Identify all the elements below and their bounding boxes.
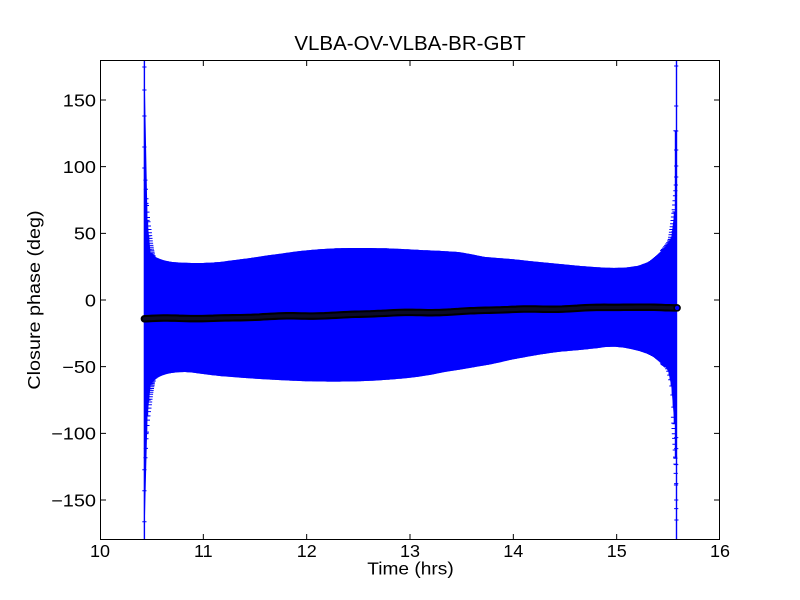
svg-text:15: 15 bbox=[607, 541, 627, 561]
svg-text:0: 0 bbox=[85, 291, 96, 310]
svg-text:Closure phase (deg): Closure phase (deg) bbox=[24, 210, 43, 389]
svg-text:50: 50 bbox=[74, 224, 96, 243]
svg-text:Time (hrs): Time (hrs) bbox=[367, 559, 453, 578]
svg-text:16: 16 bbox=[710, 541, 730, 561]
svg-text:12: 12 bbox=[297, 541, 317, 561]
svg-text:100: 100 bbox=[63, 157, 96, 176]
svg-text:10: 10 bbox=[90, 541, 110, 561]
svg-text:11: 11 bbox=[194, 541, 213, 561]
svg-text:−100: −100 bbox=[51, 424, 96, 443]
svg-text:VLBA-OV-VLBA-BR-GBT: VLBA-OV-VLBA-BR-GBT bbox=[294, 32, 526, 55]
svg-text:−50: −50 bbox=[62, 357, 96, 376]
svg-text:14: 14 bbox=[503, 541, 523, 561]
svg-text:13: 13 bbox=[400, 541, 420, 561]
svg-text:150: 150 bbox=[63, 91, 96, 110]
svg-text:−150: −150 bbox=[51, 491, 96, 510]
